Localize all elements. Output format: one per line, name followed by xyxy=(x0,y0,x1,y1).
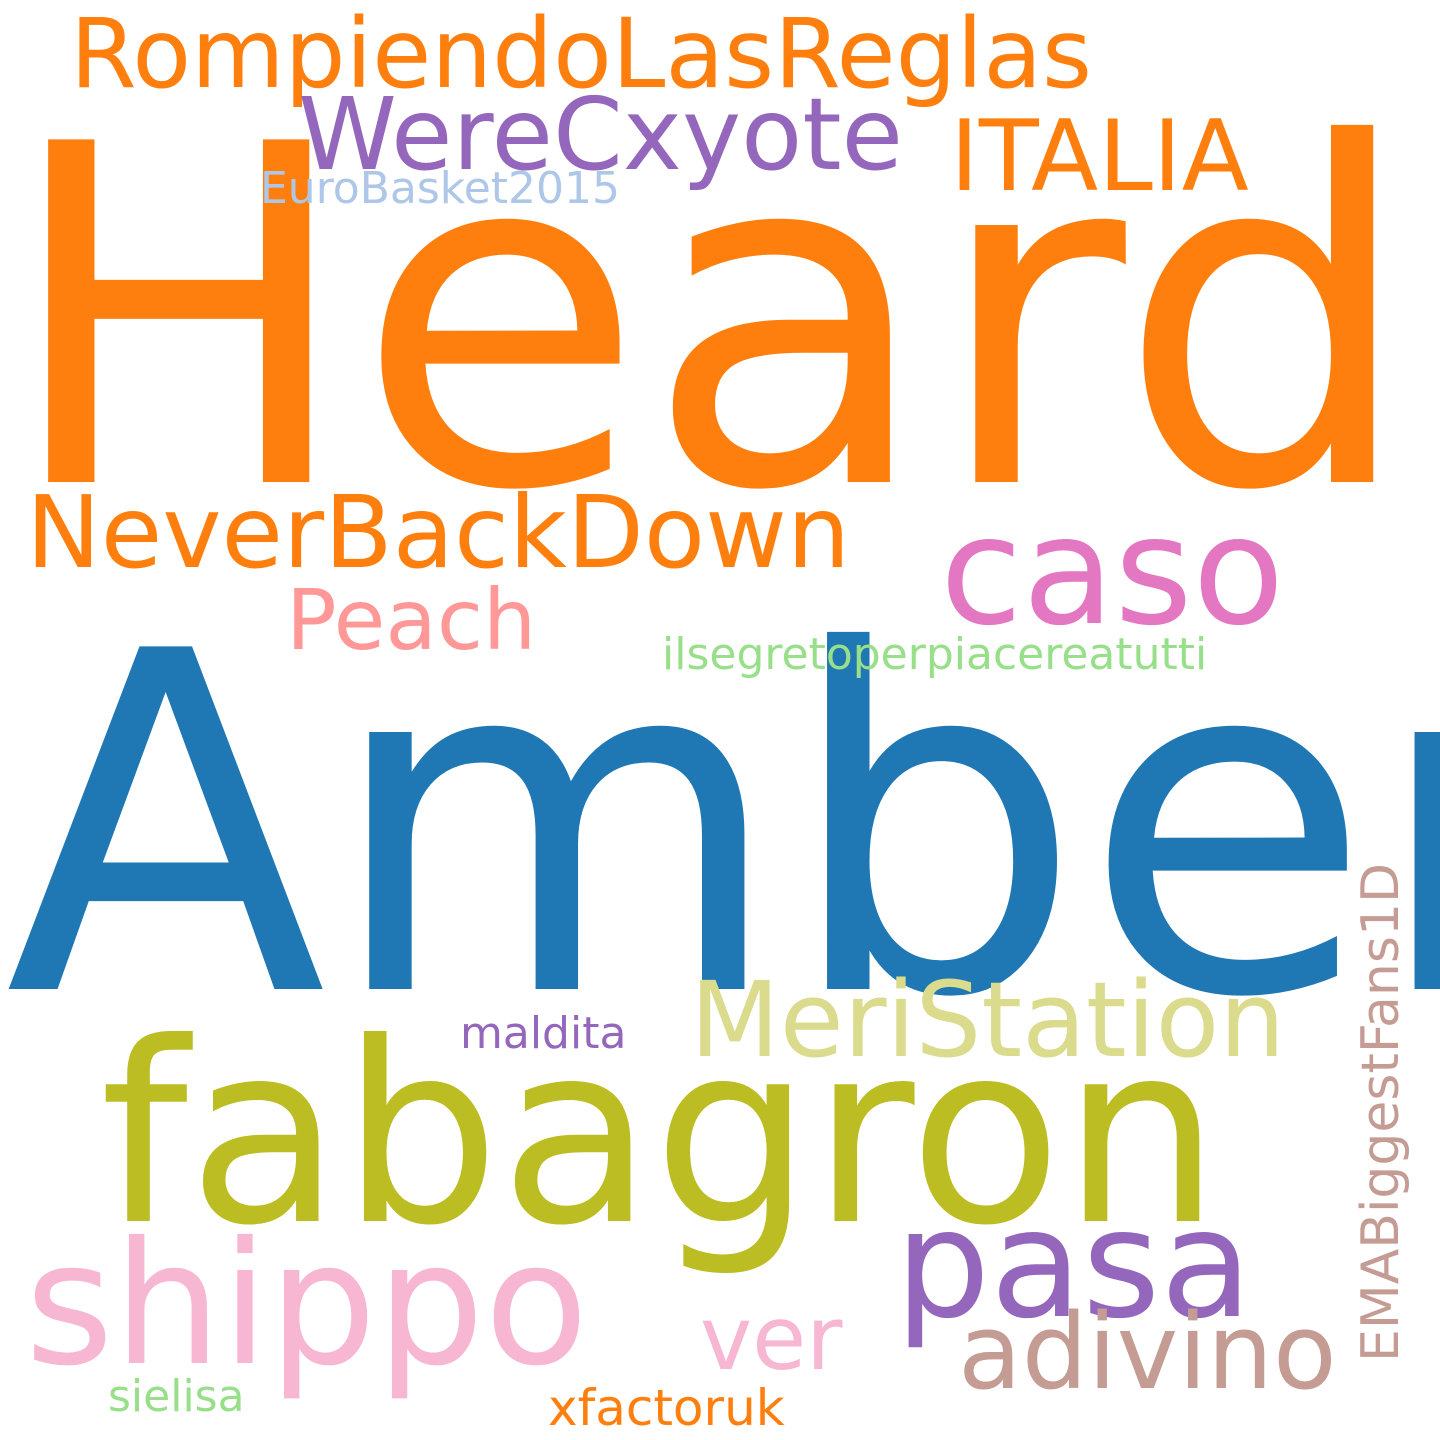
word-rompiendolasreglas: RompiendoLasReglas xyxy=(70,0,1093,110)
word-werecxyote: WereCxyote xyxy=(298,76,904,193)
word-xfactoruk: xfactoruk xyxy=(548,1379,785,1437)
word-peach: Peach xyxy=(286,571,537,669)
word-pasa: pasa xyxy=(895,1178,1253,1352)
word-ilsegretoperpiacereatutti: ilsegretoperpiacereatutti xyxy=(662,629,1208,680)
word-neverbackdown: NeverBackDown xyxy=(26,474,851,591)
word-fabagron: fabagron xyxy=(100,989,1221,1280)
word-ver: ver xyxy=(700,1287,843,1390)
word-maldita: maldita xyxy=(460,1008,627,1059)
word-sielisa: sielisa xyxy=(108,1371,245,1422)
word-emabiggestfans1d: EMABiggestFans1D xyxy=(1351,862,1411,1362)
word-heard: Heard xyxy=(2,46,1416,593)
word-adivino: adivino xyxy=(958,1291,1337,1413)
word-amber: Amber xyxy=(5,553,1440,1100)
word-meristation: MeriStation xyxy=(690,959,1286,1081)
word-shippo: shippo xyxy=(25,1206,589,1404)
word-italia: ITALIA xyxy=(950,100,1249,214)
word-caso: caso xyxy=(940,485,1285,659)
word-eurobasket2015: EuroBasket2015 xyxy=(260,163,621,214)
